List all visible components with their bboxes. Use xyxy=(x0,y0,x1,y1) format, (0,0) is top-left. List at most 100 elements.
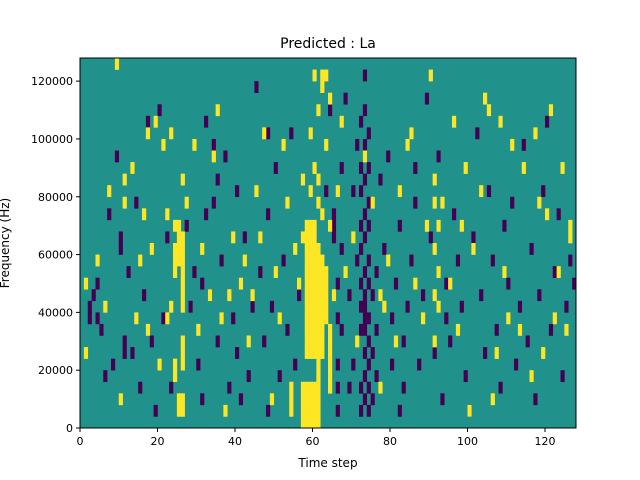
heatmap-cell-high xyxy=(409,127,414,140)
heatmap-cell-high xyxy=(304,289,309,302)
heatmap-cell-high xyxy=(300,404,306,417)
heatmap-cell-high xyxy=(308,323,313,336)
heatmap-cell-low xyxy=(479,289,484,302)
heatmap-cell-high xyxy=(180,289,185,302)
heatmap-cell-low xyxy=(227,381,232,394)
heatmap-cell-high xyxy=(231,231,236,244)
heatmap-cell-low xyxy=(397,404,402,417)
heatmap-cell-high xyxy=(471,243,476,255)
heatmap-cell-high xyxy=(324,138,329,151)
heatmap-cell-high xyxy=(308,243,313,255)
heatmap-cell-high xyxy=(293,243,298,255)
heatmap-cell-low xyxy=(130,347,135,359)
heatmap-cell-high xyxy=(312,335,317,348)
heatmap-cell-high xyxy=(273,266,278,278)
heatmap-cell-low xyxy=(471,231,476,244)
heatmap-cell-low xyxy=(510,196,515,209)
heatmap-cell-high xyxy=(316,254,321,267)
heatmap-cell-high xyxy=(335,185,340,198)
heatmap-cell-low xyxy=(359,277,364,290)
heatmap-cell-low xyxy=(204,115,209,128)
heatmap-cell-high xyxy=(173,266,178,278)
heatmap-cell-high xyxy=(320,254,325,267)
heatmap-cell-high xyxy=(312,231,317,244)
heatmap-cell-low xyxy=(362,370,368,383)
heatmap-cell-high xyxy=(320,81,325,93)
heatmap-cell-low xyxy=(242,231,247,244)
heatmap-cell-high xyxy=(180,243,185,255)
heatmap-cell-low xyxy=(331,219,337,232)
heatmap-cell-high xyxy=(180,335,185,348)
heatmap-cell-high xyxy=(180,404,185,417)
heatmap-cell-high xyxy=(180,393,185,406)
heatmap-cell-high xyxy=(312,393,317,406)
heatmap-cell-low xyxy=(440,393,445,406)
heatmap-cell-low xyxy=(359,323,364,336)
heatmap-cell-high xyxy=(173,358,178,371)
heatmap-cell-low xyxy=(254,81,259,93)
x-axis-label: Time step xyxy=(297,456,357,470)
heatmap-cell-high xyxy=(173,370,178,383)
y-tick-label: 100000 xyxy=(31,133,73,146)
heatmap-cell-low xyxy=(362,323,368,336)
heatmap-cell-high xyxy=(486,104,492,117)
heatmap-cell-low xyxy=(335,358,340,371)
y-tick-label: 20000 xyxy=(38,364,73,377)
heatmap-cell-high xyxy=(386,254,391,267)
heatmap-cell-high xyxy=(180,173,185,186)
heatmap-cell-low xyxy=(87,300,92,313)
heatmap-cell-high xyxy=(560,162,565,174)
heatmap-cell-low xyxy=(362,231,368,244)
heatmap-cell-low xyxy=(266,127,271,140)
heatmap-cell-low xyxy=(366,277,371,290)
heatmap-cell-high xyxy=(173,219,178,232)
heatmap-cell-high xyxy=(397,185,402,198)
heatmap-cell-low xyxy=(366,219,371,232)
heatmap-cell-low xyxy=(359,115,364,128)
heatmap-cell-low xyxy=(211,138,216,151)
heatmap-cell-low xyxy=(378,173,383,186)
heatmap-cell-high xyxy=(196,323,201,336)
heatmap-cell-low xyxy=(366,335,371,348)
heatmap-cell-high xyxy=(351,231,356,244)
heatmap-cell-low xyxy=(370,289,375,302)
heatmap-cell-high xyxy=(149,243,154,255)
heatmap-cell-low xyxy=(335,312,340,325)
heatmap-cell-low xyxy=(331,231,337,244)
heatmap-cell-high xyxy=(564,323,569,336)
heatmap-cell-low xyxy=(366,162,371,174)
heatmap-cell-high xyxy=(304,266,309,278)
heatmap-cell-high xyxy=(300,393,306,406)
heatmap-cell-low xyxy=(328,104,333,117)
heatmap-cell-low xyxy=(545,115,550,128)
heatmap-cell-low xyxy=(428,231,433,244)
heatmap-cell-high xyxy=(556,266,561,278)
heatmap-cell-low xyxy=(238,393,244,406)
heatmap-cell-high xyxy=(180,231,185,244)
heatmap-cell-low xyxy=(157,104,162,117)
heatmap-cell-low xyxy=(362,393,368,406)
heatmap-cell-low xyxy=(95,277,100,290)
heatmap-cell-low xyxy=(258,266,263,278)
heatmap-cell-low xyxy=(153,404,158,417)
heatmap-cell-high xyxy=(328,370,333,383)
heatmap-cell-high xyxy=(176,231,182,244)
heatmap-cell-high xyxy=(142,208,147,221)
heatmap-cell-high xyxy=(95,254,100,267)
heatmap-cell-low xyxy=(235,185,240,198)
heatmap-cell-high xyxy=(308,312,313,325)
heatmap-cell-high xyxy=(316,404,321,417)
heatmap-cell-high xyxy=(118,393,123,406)
heatmap-cell-high xyxy=(320,69,325,82)
heatmap-cell-high xyxy=(304,393,309,406)
y-tick-label: 120000 xyxy=(31,75,73,88)
heatmap-cell-high xyxy=(541,347,546,359)
heatmap-cell-high xyxy=(467,404,472,417)
heatmap-cell-high xyxy=(432,173,437,186)
heatmap-cell-low xyxy=(552,266,557,278)
heatmap-cell-high xyxy=(308,231,313,244)
heatmap-cell-low xyxy=(246,370,251,383)
heatmap-cell-low xyxy=(494,323,499,336)
heatmap-cell-low xyxy=(362,104,368,117)
heatmap-cell-high xyxy=(161,138,166,151)
